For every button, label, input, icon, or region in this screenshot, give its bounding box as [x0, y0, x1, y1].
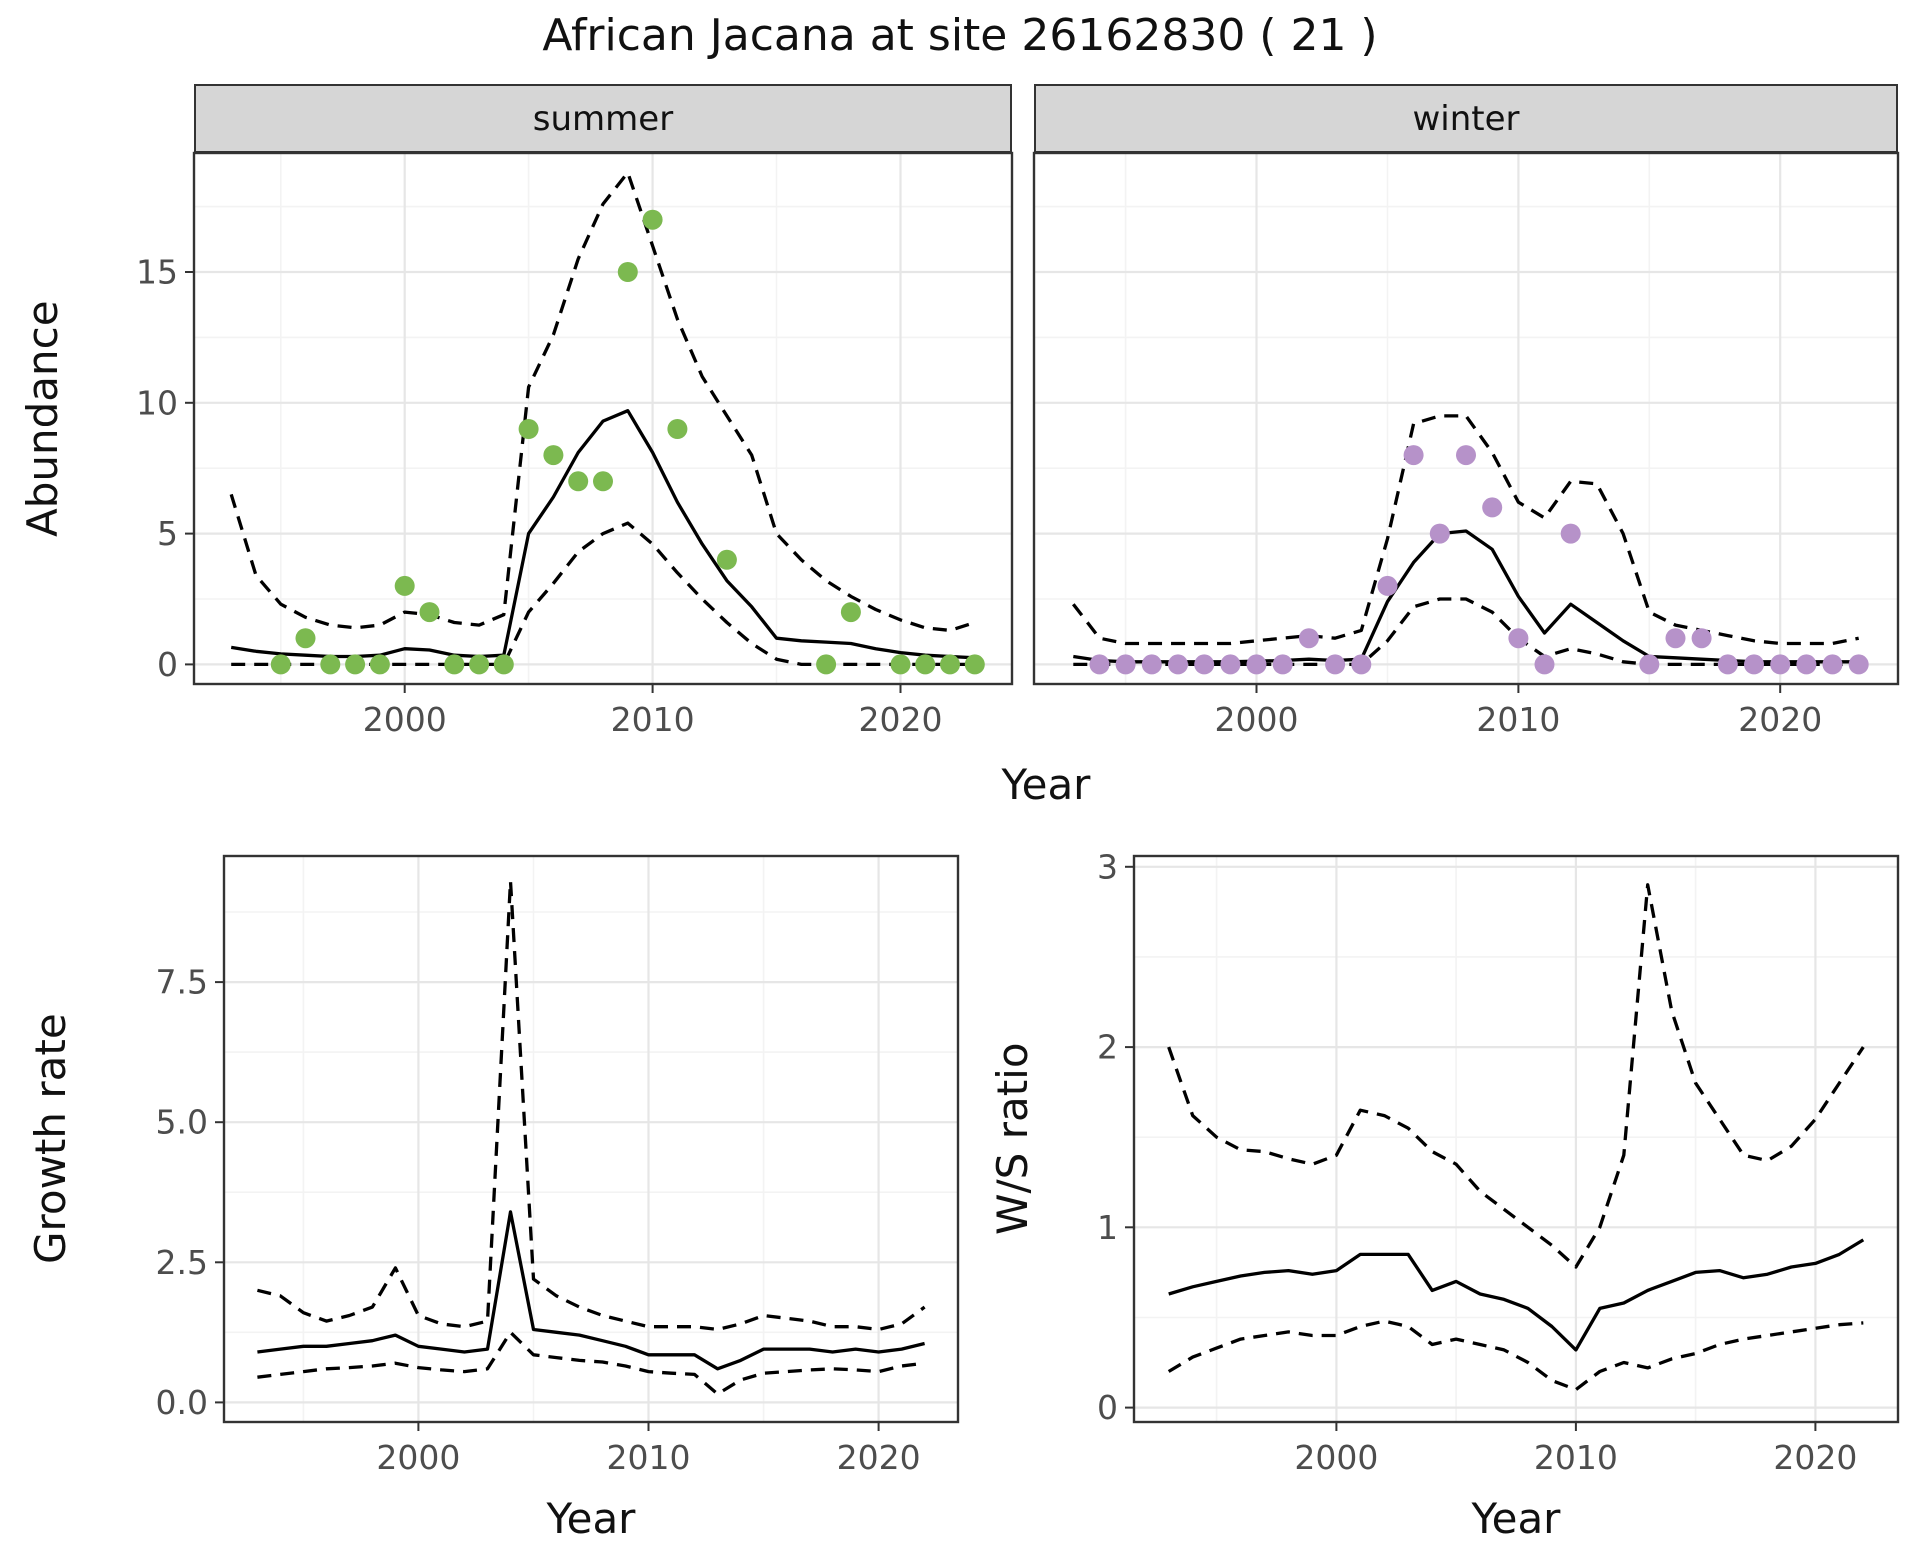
- summer-abundance-panel: 2000 2010 2020 0 5 10 15: [136, 151, 1014, 739]
- svg-text:2020: 2020: [837, 1438, 921, 1477]
- svg-text:2000: 2000: [363, 700, 447, 739]
- growth-rate-axis-label: Growth rate: [26, 1013, 75, 1265]
- svg-text:15: 15: [136, 253, 178, 292]
- ws-ratio-panel: 2000 2010 2020 0 1 2 3: [1097, 847, 1900, 1477]
- svg-text:2020: 2020: [1773, 1438, 1857, 1477]
- svg-text:2010: 2010: [1476, 700, 1560, 739]
- ws-year-axis-label: Year: [1471, 1494, 1561, 1543]
- facet-strip-summer-label: summer: [532, 98, 674, 139]
- svg-text:2010: 2010: [1534, 1438, 1618, 1477]
- growth-rate-panel: 2000 2010 2020 0.0 2.5 5.0 7.5: [156, 854, 960, 1477]
- svg-text:7.5: 7.5: [156, 963, 208, 1002]
- growth-year-axis-label: Year: [546, 1494, 636, 1543]
- top-year-axis-label: Year: [1001, 760, 1091, 809]
- svg-text:2: 2: [1097, 1028, 1118, 1067]
- ws-ratio-axis-label: W/S ratio: [988, 1042, 1037, 1236]
- svg-text:2000: 2000: [1294, 1438, 1378, 1477]
- facet-strip-winter: winter: [1034, 84, 1898, 153]
- svg-text:2.5: 2.5: [156, 1243, 208, 1282]
- svg-text:2020: 2020: [1738, 700, 1822, 739]
- svg-text:1: 1: [1097, 1208, 1118, 1247]
- svg-text:2010: 2010: [611, 700, 695, 739]
- svg-text:0: 0: [1097, 1388, 1118, 1427]
- svg-text:0: 0: [157, 645, 178, 684]
- svg-text:5: 5: [157, 514, 178, 553]
- svg-text:2010: 2010: [607, 1438, 691, 1477]
- svg-text:2020: 2020: [859, 700, 943, 739]
- winter-abundance-panel: 2000 2010 2020: [1032, 151, 1900, 739]
- abundance-axis-label: Abundance: [18, 300, 67, 537]
- svg-text:5.0: 5.0: [156, 1103, 208, 1142]
- svg-text:10: 10: [136, 383, 178, 422]
- facet-strip-winter-label: winter: [1412, 98, 1520, 139]
- svg-text:3: 3: [1097, 847, 1118, 886]
- facet-strip-summer: summer: [194, 84, 1012, 153]
- svg-text:0.0: 0.0: [156, 1383, 208, 1422]
- svg-text:2000: 2000: [376, 1438, 460, 1477]
- figure-title: African Jacana at site 26162830 ( 21 ): [542, 10, 1378, 61]
- svg-text:2000: 2000: [1215, 700, 1299, 739]
